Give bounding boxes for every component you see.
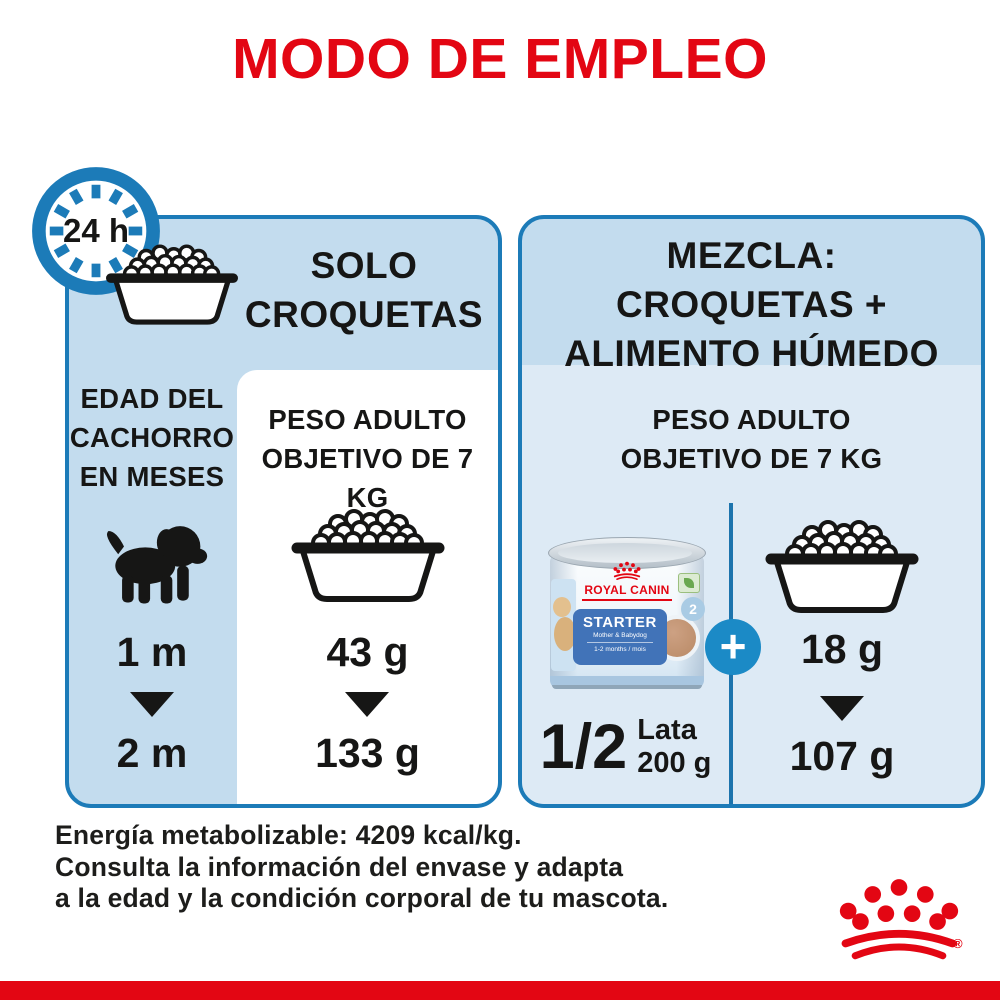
age-start-value: 1 m: [116, 629, 188, 675]
kibble-only-panel: SOLO CROQUETAS EDAD DEL CACHORRO EN MESE…: [65, 215, 502, 808]
arrow-down-icon: [820, 696, 864, 721]
24h-clock-badge: 24 h: [28, 163, 164, 299]
arrow-down-icon: [345, 692, 389, 717]
wet-food-amount: 1/2 Lata 200 g: [522, 714, 729, 780]
target-weight-header-left: PESO ADULTO OBJETIVO DE 7 KG: [261, 404, 474, 513]
page-title: MODO DE EMPLEO: [232, 27, 768, 91]
can-puppy-photo: [551, 579, 576, 671]
kibble-bowl-icon: [288, 506, 448, 606]
wet-food-can: ROYAL CANIN STARTER Mother & Babydog 1-2…: [546, 537, 708, 689]
kibble-end-value: 133 g: [315, 730, 420, 776]
royal-canin-crown-logo: [828, 876, 970, 968]
can-brand-label: ROYAL CANIN: [584, 583, 670, 597]
wet-amount-fraction: 1/2: [539, 711, 628, 782]
clock-label: 24 h: [62, 212, 130, 249]
brand-red-bar: [0, 981, 1000, 1000]
mix-header: MEZCLA: CROQUETAS + ALIMENTO HÚMEDO: [564, 235, 939, 374]
can-stage-badge: 2: [681, 597, 705, 621]
can-product-box: STARTER Mother & Babydog 1-2 months / mo…: [573, 609, 667, 665]
kibble-only-header: SOLO CROQUETAS: [244, 245, 484, 335]
plus-icon: +: [705, 619, 761, 675]
can-product-subtitle: Mother & Babydog: [593, 632, 647, 639]
footer-note: Energía metabolizable: 4209 kcal/kg. Con…: [55, 820, 669, 913]
puppy-silhouette-icon: [106, 526, 208, 604]
arrow-down-icon: [130, 692, 174, 717]
mix-kibble-end-value: 107 g: [789, 733, 895, 779]
wet-amount-weight: 200 g: [637, 747, 712, 779]
target-weight-header-right: PESO ADULTO OBJETIVO DE 7 KG: [620, 404, 883, 474]
registered-trademark: ®: [953, 936, 963, 951]
can-product-name: STARTER: [583, 614, 657, 631]
kibble-start-value: 43 g: [326, 629, 409, 675]
can-age-range: 1-2 months / mois: [587, 642, 653, 654]
mix-feeding-panel: MEZCLA: CROQUETAS + ALIMENTO HÚMEDO PESO…: [518, 215, 985, 808]
fresh-ingredients-badge: [678, 573, 700, 593]
age-end-value: 2 m: [116, 730, 188, 776]
wet-amount-unit: Lata: [637, 714, 697, 746]
mix-kibble-start-value: 18 g: [800, 626, 884, 672]
kibble-bowl-icon: [762, 517, 922, 617]
clock-icon: [32, 167, 160, 295]
kibble-bowl-icon: [103, 241, 241, 329]
puppy-age-header: EDAD DEL CACHORRO EN MESES: [69, 383, 235, 492]
royal-canin-crown-icon: [612, 561, 642, 581]
